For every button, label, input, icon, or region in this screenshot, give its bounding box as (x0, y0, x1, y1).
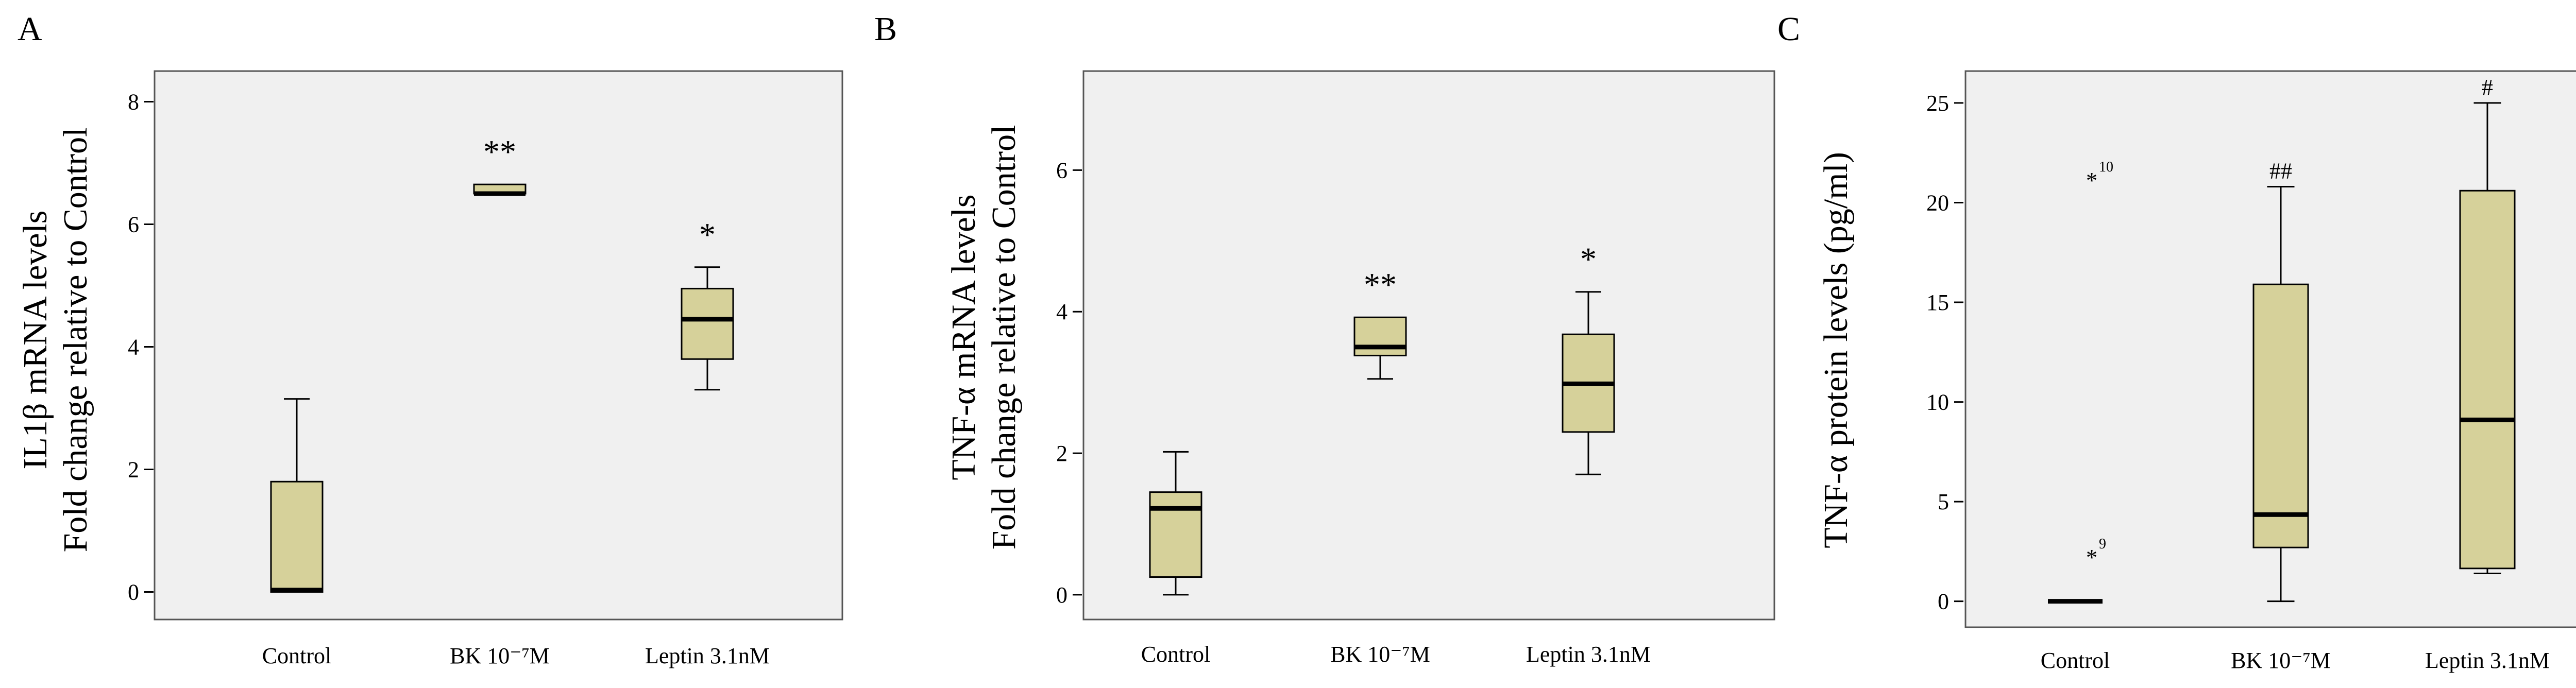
x-tick-label-control: Control (2041, 648, 2110, 673)
box-1 (1149, 451, 1202, 596)
x-tick-label-bk: BK 10⁻⁷M (1330, 642, 1430, 667)
box-body (681, 287, 734, 360)
y-axis-title: TNF-α mRNA levels Fold change relative t… (945, 125, 1023, 550)
x-axis: Control BK 10⁻⁷M Leptin 3.1nM (1141, 642, 1651, 667)
y-tick-label: 20 (1926, 190, 1949, 215)
y-tick-label: 0 (1056, 582, 1067, 608)
panel-a: A IL1β mRNA levels Fold change relative … (16, 10, 843, 668)
y-axis: 0 5 10 15 20 25 (1926, 91, 1963, 614)
y-tick-label: 10 (1926, 390, 1949, 415)
significance-annotation: ** (483, 133, 516, 170)
y-axis-title-line-1: TNF-α protein levels (pg/ml) (1817, 152, 1855, 548)
outlier-marker: * (2086, 168, 2097, 193)
panel-b: B TNF-α mRNA levels Fold change relative… (874, 10, 1775, 667)
box-3: * (1562, 241, 1615, 475)
y-tick-label: 6 (128, 212, 139, 237)
box-body (2459, 190, 2516, 570)
x-tick-label-leptin: Leptin 3.1nM (1526, 642, 1651, 667)
y-axis-title-line-2: Fold change relative to Control (57, 128, 94, 553)
x-tick-label-leptin: Leptin 3.1nM (645, 643, 770, 668)
panel-label: C (1777, 10, 1800, 48)
box-2: ## (2252, 159, 2309, 603)
y-axis-title: IL1β mRNA levels Fold change relative to… (16, 128, 94, 553)
y-axis: 0 2 4 6 (1056, 158, 1082, 608)
y-tick-label: 5 (1938, 489, 1949, 514)
panel-label: B (874, 10, 897, 48)
y-tick-label: 2 (1056, 441, 1067, 466)
boxes: ###*10*9 (2048, 75, 2516, 604)
x-axis: Control BK 10⁻⁷M Leptin 3.1nM (2041, 648, 2550, 673)
significance-annotation: ## (2269, 159, 2292, 184)
y-tick-label: 2 (128, 457, 139, 482)
box-body (1353, 316, 1407, 356)
outlier-marker: * (2086, 545, 2097, 570)
y-axis-title-line-2: Fold change relative to Control (985, 125, 1023, 550)
y-axis-title: TNF-α protein levels (pg/ml) (1817, 152, 1855, 548)
significance-annotation: # (2482, 75, 2493, 100)
y-tick-label: 8 (128, 89, 139, 114)
y-tick-label: 0 (1938, 589, 1949, 614)
y-tick-label: 4 (128, 334, 139, 359)
box-body (2252, 283, 2309, 548)
y-axis-title-line-1: IL1β mRNA levels (16, 211, 54, 470)
outlier-label: 9 (2099, 536, 2106, 552)
y-tick-label: 25 (1926, 91, 1949, 116)
box-2: ** (473, 133, 527, 196)
box-3: # (2459, 75, 2516, 574)
boxes: *** (270, 133, 734, 593)
y-tick-label: 15 (1926, 290, 1949, 315)
y-axis-title-line-1: TNF-α mRNA levels (945, 194, 982, 480)
y-tick-label: 4 (1056, 299, 1067, 324)
panel-c: C TNF-α protein levels (pg/ml) 0 5 10 15 20 2… (1777, 10, 2576, 673)
y-tick-label: 0 (128, 579, 139, 605)
outlier-label: 10 (2099, 159, 2113, 175)
significance-annotation: * (1580, 241, 1597, 278)
boxes: *** (1149, 241, 1615, 596)
box-body (1149, 491, 1202, 578)
panel-label: A (18, 10, 42, 48)
x-tick-label-control: Control (1141, 642, 1210, 667)
box-2: ** (1353, 266, 1407, 380)
box-1 (270, 398, 324, 593)
significance-annotation: ** (1364, 266, 1397, 303)
x-tick-label-bk: BK 10⁻⁷M (2231, 648, 2331, 673)
x-axis: Control BK 10⁻⁷M Leptin 3.1nM (262, 643, 770, 668)
y-tick-label: 6 (1056, 158, 1067, 183)
significance-annotation: * (699, 216, 716, 253)
x-tick-label-bk: BK 10⁻⁷M (450, 643, 550, 668)
x-tick-label-leptin: Leptin 3.1nM (2425, 648, 2550, 673)
box-3: * (681, 216, 734, 391)
x-tick-label-control: Control (262, 643, 331, 668)
y-axis: 0 2 4 6 8 (128, 89, 154, 605)
box-body (270, 480, 324, 593)
